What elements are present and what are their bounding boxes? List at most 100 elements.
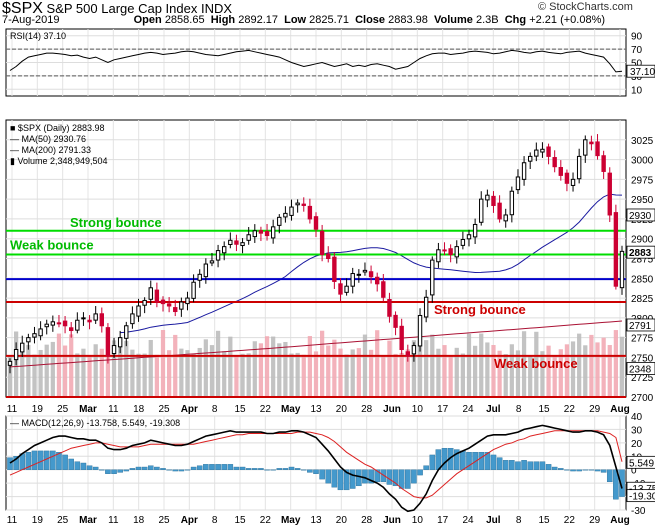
- volume-bar: [583, 345, 588, 397]
- macd-histogram-bar: [417, 469, 423, 476]
- close-value: 2883.98: [388, 14, 428, 26]
- macd-x-tick-label: 28: [361, 515, 373, 526]
- macd-x-tick-label: 22: [260, 515, 272, 526]
- volume-bar: [424, 340, 429, 397]
- candle: [105, 327, 111, 357]
- ma200-legend: — MA(200) 2791.33: [10, 145, 91, 155]
- volume-bar: [148, 339, 153, 397]
- macd-histogram-bar: [252, 468, 258, 470]
- candle: [460, 239, 466, 246]
- volume-bar: [87, 355, 92, 397]
- macd-histogram-bar: [37, 450, 44, 470]
- macd-histogram-bar: [460, 450, 466, 470]
- volume-bar: [362, 334, 368, 397]
- candle: [99, 313, 104, 327]
- ma50-legend: — MA(50) 2930.76: [10, 134, 86, 144]
- macd-histogram-bar: [576, 469, 582, 472]
- macd-histogram-bar: [74, 461, 81, 470]
- candle: [185, 297, 190, 305]
- macd-histogram-bar: [184, 469, 191, 471]
- macd-histogram-bar: [258, 468, 264, 470]
- candle: [130, 313, 135, 325]
- macd-tick-label: 30: [631, 425, 643, 436]
- volume-bar: [81, 348, 86, 397]
- price-x-tick-label: 10: [412, 404, 424, 415]
- price-tick-label: 2975: [631, 175, 654, 186]
- exchange: INDX: [201, 1, 233, 16]
- volume-bar: [38, 349, 43, 397]
- macd-histogram-bar: [319, 469, 325, 480]
- volume-bar: [234, 354, 239, 397]
- price-x-tick-label: 8: [212, 404, 218, 415]
- candle: [179, 301, 184, 310]
- volume-bar: [546, 345, 551, 397]
- macd-title: — MACD(12,26,9) -13.758, 5.549, -19.308: [10, 418, 180, 428]
- weak-bounce-green-label: Weak bounce: [10, 238, 94, 253]
- candle: [454, 246, 459, 258]
- candle: [375, 276, 380, 285]
- candle: [313, 216, 319, 230]
- macd-histogram-bar: [221, 464, 227, 470]
- candle: [191, 281, 196, 299]
- candle: [117, 337, 123, 348]
- candle: [448, 248, 453, 256]
- macd-histogram-bar: [594, 469, 601, 472]
- candle: [583, 139, 588, 156]
- candle: [173, 307, 178, 313]
- candle: [423, 296, 429, 318]
- macd-histogram-bar: [453, 449, 460, 470]
- rsi-last-value: 37.10: [630, 67, 655, 78]
- candle: [148, 287, 153, 300]
- volume-label: Volume: [433, 14, 473, 26]
- candle: [209, 260, 215, 264]
- candle: [595, 141, 600, 157]
- candle: [436, 249, 441, 263]
- candle: [13, 349, 19, 361]
- candle: [295, 202, 300, 206]
- volume-bar: [118, 337, 123, 397]
- macd-histogram-bar: [288, 466, 295, 470]
- volume-bar: [173, 334, 178, 397]
- ma50-last-value: 2930: [629, 211, 652, 222]
- volume-bar: [209, 345, 215, 397]
- candle: [607, 172, 612, 216]
- candle: [258, 230, 264, 234]
- candle: [69, 327, 74, 332]
- volume-bar: [479, 333, 484, 397]
- macd-histogram-bar: [86, 465, 93, 470]
- volume-bar: [460, 353, 466, 397]
- candle: [540, 148, 545, 153]
- candle: [564, 172, 570, 184]
- macd-histogram-bar: [25, 452, 32, 470]
- volume-bar: [570, 341, 576, 397]
- volume-bar: [105, 334, 111, 397]
- macd-histogram-bar: [478, 452, 485, 470]
- volume-bar: [179, 348, 184, 397]
- candle: [344, 285, 349, 293]
- macd-histogram-bar: [502, 460, 509, 470]
- volume-bar: [326, 345, 331, 397]
- volume-bar: [44, 344, 49, 397]
- volume-bar: [191, 353, 196, 397]
- macd-histogram-bar: [582, 469, 589, 471]
- volume-bar: [466, 333, 472, 397]
- macd-histogram-bar: [343, 469, 350, 491]
- price-x-tick-label: Jun: [383, 404, 401, 415]
- volume-value: 2.3B: [475, 14, 499, 26]
- candle: [87, 319, 92, 323]
- candle: [442, 249, 447, 252]
- macd-x-tick-label: Apr: [181, 515, 198, 526]
- macd-x-tick-label: 18: [133, 515, 145, 526]
- macd-x-tick-label: Aug: [610, 515, 629, 526]
- macd-tick-label: 20: [631, 439, 643, 450]
- quote-row: 7-Aug-2019 Open 2858.65 High 2892.17 Low…: [2, 14, 605, 26]
- macd-x-tick-label: Jun: [383, 515, 401, 526]
- candle: [20, 342, 25, 353]
- chg-label: Chg: [504, 14, 527, 26]
- price-x-tick-label: 11: [108, 404, 119, 415]
- volume-bar: [393, 353, 398, 397]
- candle: [485, 194, 490, 201]
- price-tick-label: 2725: [631, 373, 654, 384]
- macd-x-tick-label: 10: [412, 515, 424, 526]
- candle: [197, 273, 202, 281]
